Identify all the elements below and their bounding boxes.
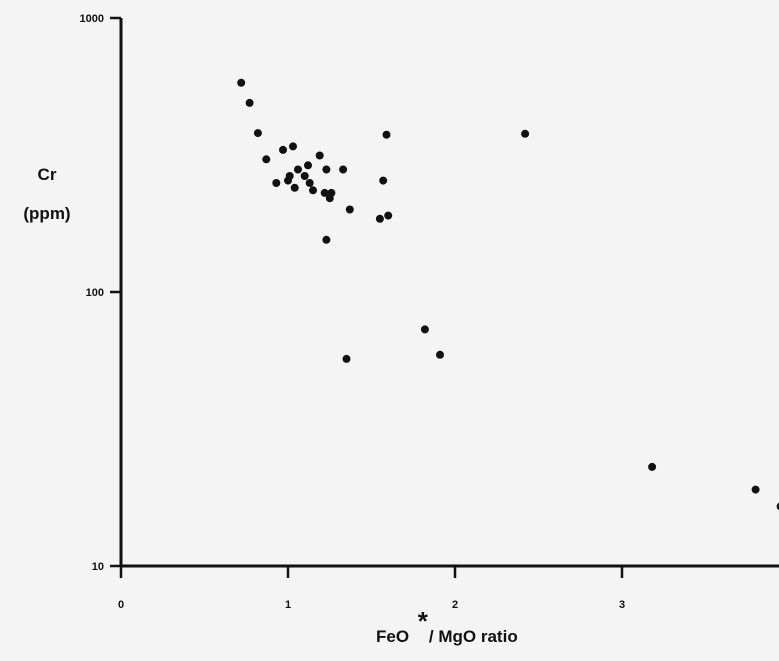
x-axis-title-feo: FeO bbox=[376, 627, 410, 646]
data-point bbox=[322, 165, 331, 174]
data-point bbox=[521, 129, 530, 138]
x-tick-label: 3 bbox=[619, 599, 625, 611]
data-point bbox=[320, 188, 329, 197]
data-point bbox=[379, 176, 388, 185]
data-point bbox=[327, 188, 336, 197]
x-tick-label: 1 bbox=[285, 599, 291, 611]
x-axis-title: FeO */ MgO ratio bbox=[376, 606, 518, 649]
data-point bbox=[237, 78, 246, 87]
data-point bbox=[285, 172, 294, 180]
data-point bbox=[436, 350, 444, 359]
data-points bbox=[237, 78, 779, 511]
data-point bbox=[315, 151, 324, 160]
data-point bbox=[751, 485, 760, 494]
data-point bbox=[375, 214, 384, 223]
data-point bbox=[262, 155, 271, 164]
data-point bbox=[245, 98, 254, 107]
data-point bbox=[290, 183, 299, 192]
data-point bbox=[342, 354, 351, 363]
data-point bbox=[345, 205, 354, 214]
y-tick-label: 1000 bbox=[80, 13, 104, 25]
data-point bbox=[776, 502, 779, 511]
data-point bbox=[305, 179, 314, 187]
x-axis-title-star: * bbox=[417, 606, 428, 636]
axis-ticks: 0 1 2 3 1000 100 10 bbox=[80, 13, 626, 611]
y-tick-label: 100 bbox=[86, 287, 104, 299]
data-point bbox=[339, 165, 348, 174]
y-axis-title-line2: (ppm) bbox=[23, 204, 71, 223]
data-point bbox=[648, 462, 657, 471]
y-tick-label: 10 bbox=[92, 561, 104, 573]
data-point bbox=[300, 172, 309, 180]
data-point bbox=[272, 179, 281, 187]
x-tick-label: 2 bbox=[452, 599, 458, 611]
y-axis-title-line1: Cr bbox=[37, 165, 57, 184]
x-tick-label: 0 bbox=[118, 599, 124, 611]
data-point bbox=[304, 161, 312, 170]
data-point bbox=[322, 235, 331, 244]
x-axis-title-rest: / MgO ratio bbox=[428, 627, 518, 646]
data-point bbox=[382, 130, 391, 139]
data-point bbox=[294, 165, 302, 174]
data-point bbox=[309, 186, 317, 195]
data-point bbox=[289, 142, 297, 151]
data-point bbox=[420, 325, 429, 334]
data-point bbox=[279, 145, 287, 154]
data-point bbox=[253, 129, 262, 138]
data-point bbox=[384, 211, 393, 220]
